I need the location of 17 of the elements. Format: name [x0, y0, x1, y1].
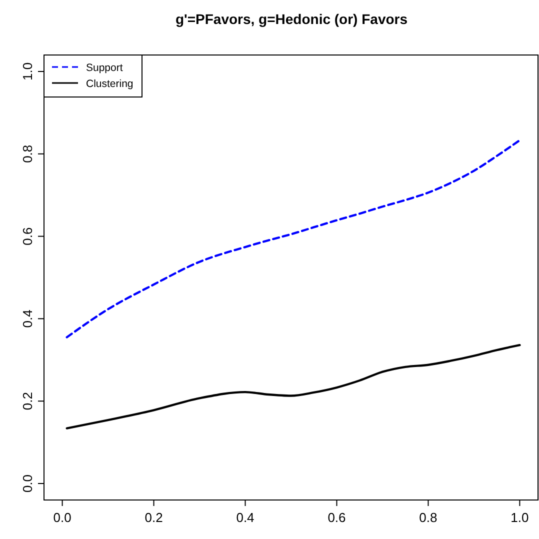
y-tick-label: 0.2	[20, 392, 35, 410]
x-tick-label: 0.2	[144, 510, 163, 525]
x-tick-label: 0.0	[53, 510, 72, 525]
line-series	[66, 139, 521, 338]
x-tick-label: 0.6	[328, 510, 346, 525]
x-tick-label: 0.4	[236, 510, 254, 525]
y-tick-label: 0.6	[20, 227, 35, 246]
y-tick-label: 0.8	[20, 144, 35, 163]
legend-label: Support	[86, 62, 123, 74]
y-tick-label: 1.0	[20, 62, 35, 81]
x-tick-label: 0.8	[419, 510, 438, 525]
y-tick-label: 0.4	[20, 310, 35, 328]
chart-title: g'=PFavors, g=Hedonic (or) Favors	[175, 11, 408, 27]
x-tick-label: 1.0	[510, 510, 529, 525]
legend-label: Clustering	[86, 78, 134, 90]
y-tick-label: 0.0	[20, 474, 35, 493]
line-series	[66, 344, 521, 430]
